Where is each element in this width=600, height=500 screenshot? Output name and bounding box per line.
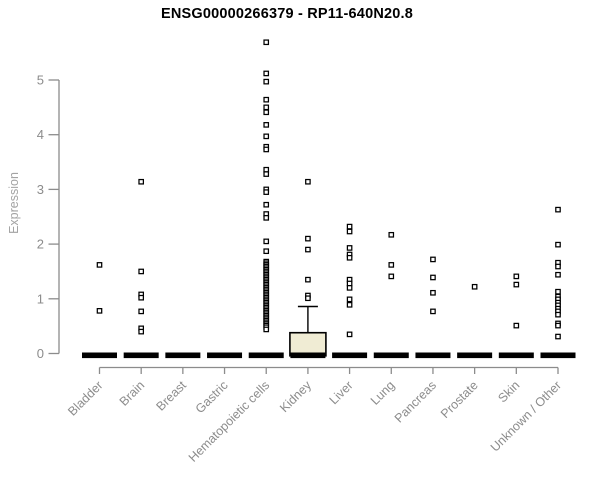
data-point — [263, 39, 270, 46]
data-point — [346, 280, 353, 287]
data-point — [138, 268, 145, 275]
chart-title: ENSG00000266379 - RP11-640N20.8 — [160, 6, 414, 22]
zero-expression-bar — [332, 352, 368, 359]
zero-expression-bar — [207, 352, 243, 359]
data-point — [138, 328, 145, 335]
data-point — [305, 178, 311, 185]
data-point — [263, 215, 270, 221]
zero-expression-bar — [82, 352, 117, 359]
data-point — [96, 308, 103, 314]
y-tick-label: 1 — [37, 291, 44, 306]
y-tick-label: 4 — [37, 127, 44, 142]
data-point — [513, 322, 520, 329]
data-point — [555, 271, 561, 278]
data-point — [346, 228, 353, 235]
x-tick-label: Prostate — [438, 378, 481, 421]
zero-expression-bar — [540, 352, 576, 359]
data-point — [555, 333, 561, 340]
data-point — [555, 263, 561, 270]
data-point — [263, 109, 270, 116]
data-point — [346, 223, 353, 230]
zero-expression-bar — [290, 352, 326, 359]
y-tick-label: 2 — [37, 237, 44, 252]
y-tick-label: 5 — [37, 73, 44, 88]
data-point — [513, 273, 520, 280]
data-point — [263, 96, 270, 103]
x-tick-label: Skin — [495, 378, 522, 405]
x-tick-label: Pancreas — [392, 378, 439, 425]
zero-expression-bar — [498, 352, 534, 359]
y-axis-title: Expression — [7, 172, 21, 234]
zero-expression-bar — [415, 352, 451, 359]
x-tick-label: Breast — [154, 378, 190, 414]
data-point — [96, 262, 103, 268]
data-point — [263, 189, 270, 195]
data-point — [263, 166, 270, 173]
zero-expression-bar — [123, 352, 159, 359]
data-point — [346, 245, 353, 251]
zero-expression-bar — [165, 352, 201, 359]
x-tick-label: Kidney — [277, 378, 314, 415]
data-point — [305, 276, 311, 283]
data-point — [388, 262, 395, 268]
data-point — [471, 283, 478, 290]
data-point — [555, 206, 561, 213]
zero-expression-bar — [373, 352, 409, 359]
data-point — [263, 238, 270, 245]
data-point — [430, 308, 436, 315]
y-tick-label: 0 — [37, 346, 44, 361]
x-tick-label: Hematopoietic cells — [186, 378, 273, 465]
data-point — [305, 246, 311, 253]
data-point — [555, 322, 561, 329]
data-point — [430, 289, 436, 296]
data-point — [346, 301, 353, 308]
data-point — [138, 308, 145, 315]
data-point — [305, 235, 311, 242]
data-point — [430, 274, 436, 281]
x-tick-label: Liver — [327, 378, 356, 407]
x-tick-label: Unknown / Other — [488, 378, 564, 454]
data-point — [555, 311, 561, 318]
data-point — [346, 285, 353, 291]
data-point — [388, 231, 395, 238]
y-tick-label: 3 — [37, 182, 44, 197]
data-point — [263, 146, 270, 153]
data-point — [430, 256, 436, 263]
data-point — [138, 178, 145, 185]
data-point — [388, 273, 395, 280]
x-tick-label: Brain — [117, 378, 148, 409]
data-point — [346, 296, 353, 303]
data-point — [263, 133, 270, 140]
data-point — [263, 171, 270, 177]
data-point — [138, 294, 145, 301]
data-point — [346, 331, 353, 338]
data-point — [263, 70, 270, 77]
data-point — [555, 241, 561, 248]
zero-expression-bar — [457, 352, 493, 359]
boxplot-box — [289, 331, 327, 357]
x-tick-label: Bladder — [65, 378, 105, 418]
data-point — [263, 201, 270, 208]
data-point — [513, 281, 520, 288]
data-point — [555, 288, 561, 295]
x-tick-label: Lung — [368, 378, 398, 408]
data-point — [305, 295, 311, 302]
data-point — [263, 248, 270, 255]
x-tick-label: Gastric — [193, 378, 231, 416]
zero-expression-bar — [248, 352, 284, 359]
data-point — [263, 104, 270, 111]
data-point — [263, 326, 270, 333]
data-point — [263, 78, 270, 85]
data-point — [263, 122, 270, 128]
data-point — [346, 254, 353, 261]
